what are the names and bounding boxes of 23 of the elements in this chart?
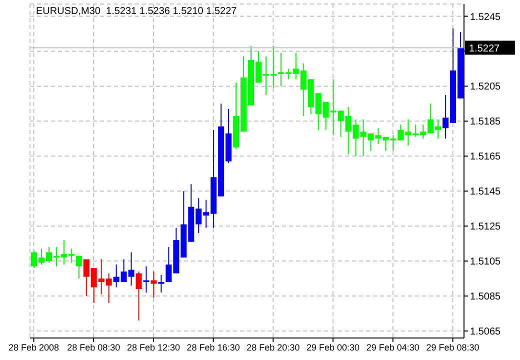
x-tick-label: 28 Feb 16:30 — [186, 342, 240, 352]
candlestick — [136, 271, 142, 322]
candlestick — [76, 255, 82, 280]
y-tick-label: 1.5085 — [470, 292, 502, 303]
y-tick-label: 1.5125 — [470, 222, 502, 233]
x-tick-label: 29 Feb 04:30 — [366, 342, 420, 352]
y-tick-label: 1.5205 — [470, 82, 502, 93]
candlestick — [150, 271, 157, 298]
y-tick-label: 1.5065 — [470, 326, 502, 338]
ref-line-label: 1.5227 — [469, 44, 500, 55]
candlestick — [158, 274, 164, 294]
x-tick-label: 28 Feb 20:30 — [246, 342, 300, 352]
x-tick-label: 28 Feb 12:30 — [126, 342, 180, 352]
y-tick-label: 1.5165 — [470, 152, 502, 163]
y-tick-label: 1.5105 — [470, 256, 502, 268]
x-tick-label: 29 Feb 00:30 — [306, 342, 360, 352]
x-tick-label: 28 Feb 2008 — [8, 342, 60, 352]
x-tick-label: 28 Feb 08:30 — [67, 342, 120, 352]
y-tick-label: 1.5185 — [470, 116, 502, 128]
chart-title: EURUSD,M30 1.5231 1.5236 1.5210 1.5227 — [36, 6, 237, 17]
x-tick-label: 29 Feb 08:30 — [426, 342, 480, 352]
y-tick-label: 1.5245 — [470, 12, 502, 23]
y-tick-label: 1.5145 — [470, 186, 502, 198]
